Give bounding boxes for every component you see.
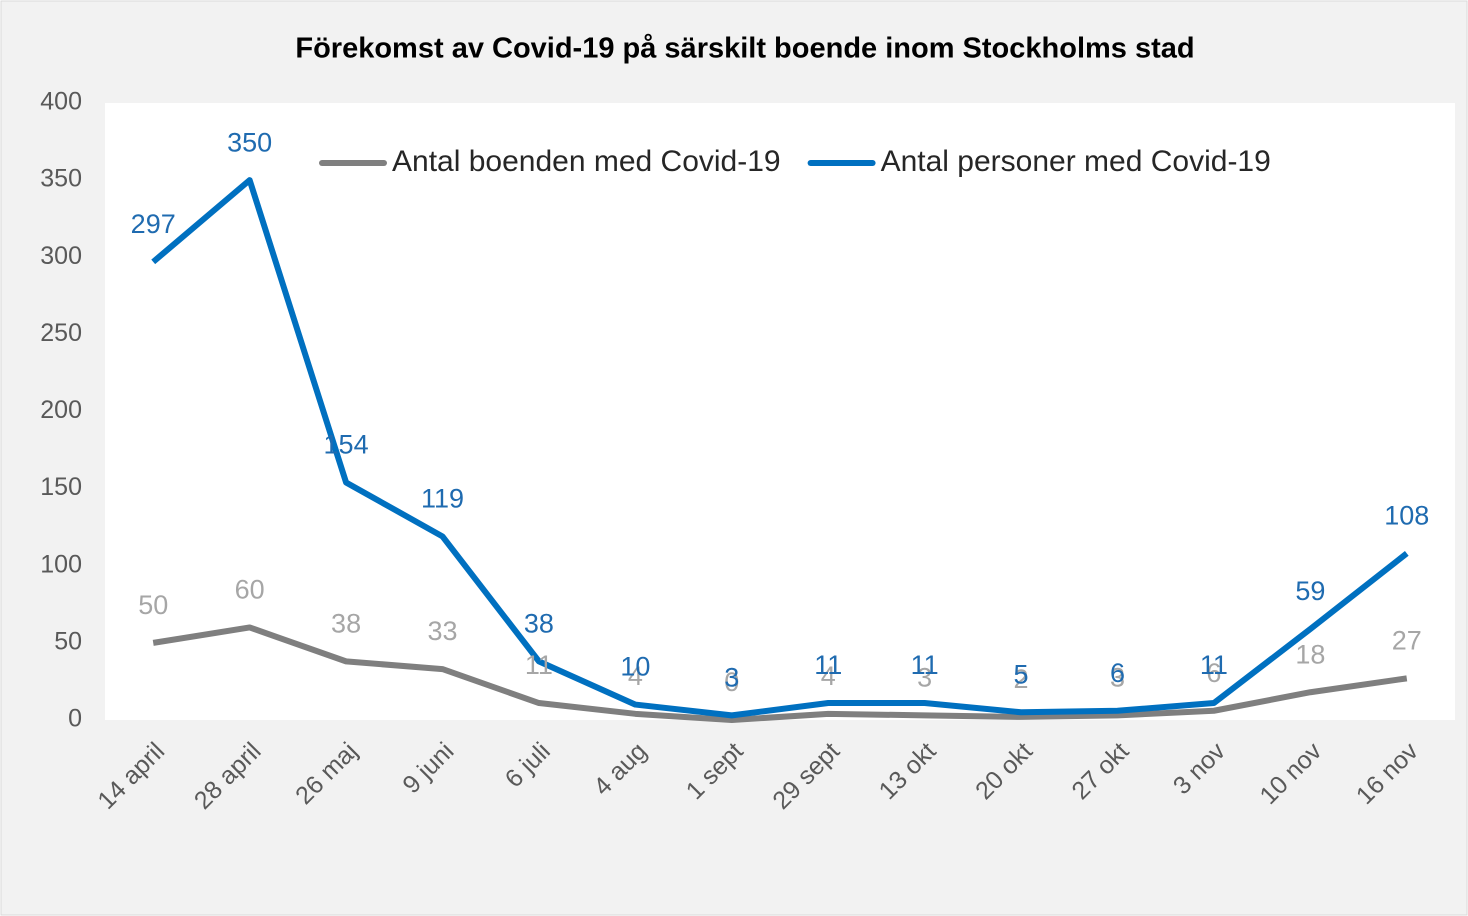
y-tick-label: 350	[40, 165, 82, 193]
data-label: 38	[331, 609, 361, 639]
data-label: 3	[917, 662, 932, 692]
y-tick-label: 400	[40, 88, 82, 116]
data-label: 59	[1295, 576, 1325, 606]
plot-area	[105, 103, 1455, 720]
data-label: 33	[427, 616, 457, 646]
data-label: 154	[324, 430, 369, 460]
data-label: 3	[724, 662, 739, 692]
data-label: 11	[1200, 650, 1228, 680]
y-tick-label: 0	[68, 705, 82, 733]
data-label: 50	[138, 590, 168, 620]
series-line	[152, 624, 1408, 723]
y-tick-label: 100	[40, 550, 82, 578]
data-label: 6	[1110, 658, 1125, 688]
data-label: 60	[235, 575, 265, 605]
data-label: 297	[131, 209, 176, 239]
data-label: 10	[620, 652, 650, 682]
y-tick-label: 50	[54, 627, 82, 655]
data-label: 11	[814, 650, 842, 680]
data-label: 0	[724, 667, 739, 697]
data-label: 108	[1384, 501, 1429, 531]
data-label: 2	[1014, 664, 1029, 694]
y-tick-label: 200	[40, 396, 82, 424]
y-tick-label: 250	[40, 319, 82, 347]
y-tick-label: 150	[40, 473, 82, 501]
data-label: 3	[1110, 662, 1125, 692]
data-label: 4	[628, 661, 643, 691]
data-label: 5	[1014, 659, 1029, 689]
data-label: 38	[524, 609, 554, 639]
y-tick-label: 300	[40, 242, 82, 270]
data-label: 119	[421, 484, 464, 514]
data-label: 11	[525, 650, 553, 680]
legend-label: Antal boenden med Covid-19	[392, 145, 781, 178]
data-label: 6	[1206, 658, 1221, 688]
legend-label: Antal personer med Covid-19	[881, 145, 1271, 178]
series-line	[151, 177, 1409, 719]
data-label: 4	[821, 661, 836, 691]
data-label: 11	[911, 650, 939, 680]
data-label: 27	[1392, 625, 1422, 655]
chart-title: Förekomst av Covid-19 på särskilt boende…	[295, 33, 1194, 65]
data-label: 350	[227, 127, 272, 157]
data-label: 18	[1295, 639, 1325, 669]
